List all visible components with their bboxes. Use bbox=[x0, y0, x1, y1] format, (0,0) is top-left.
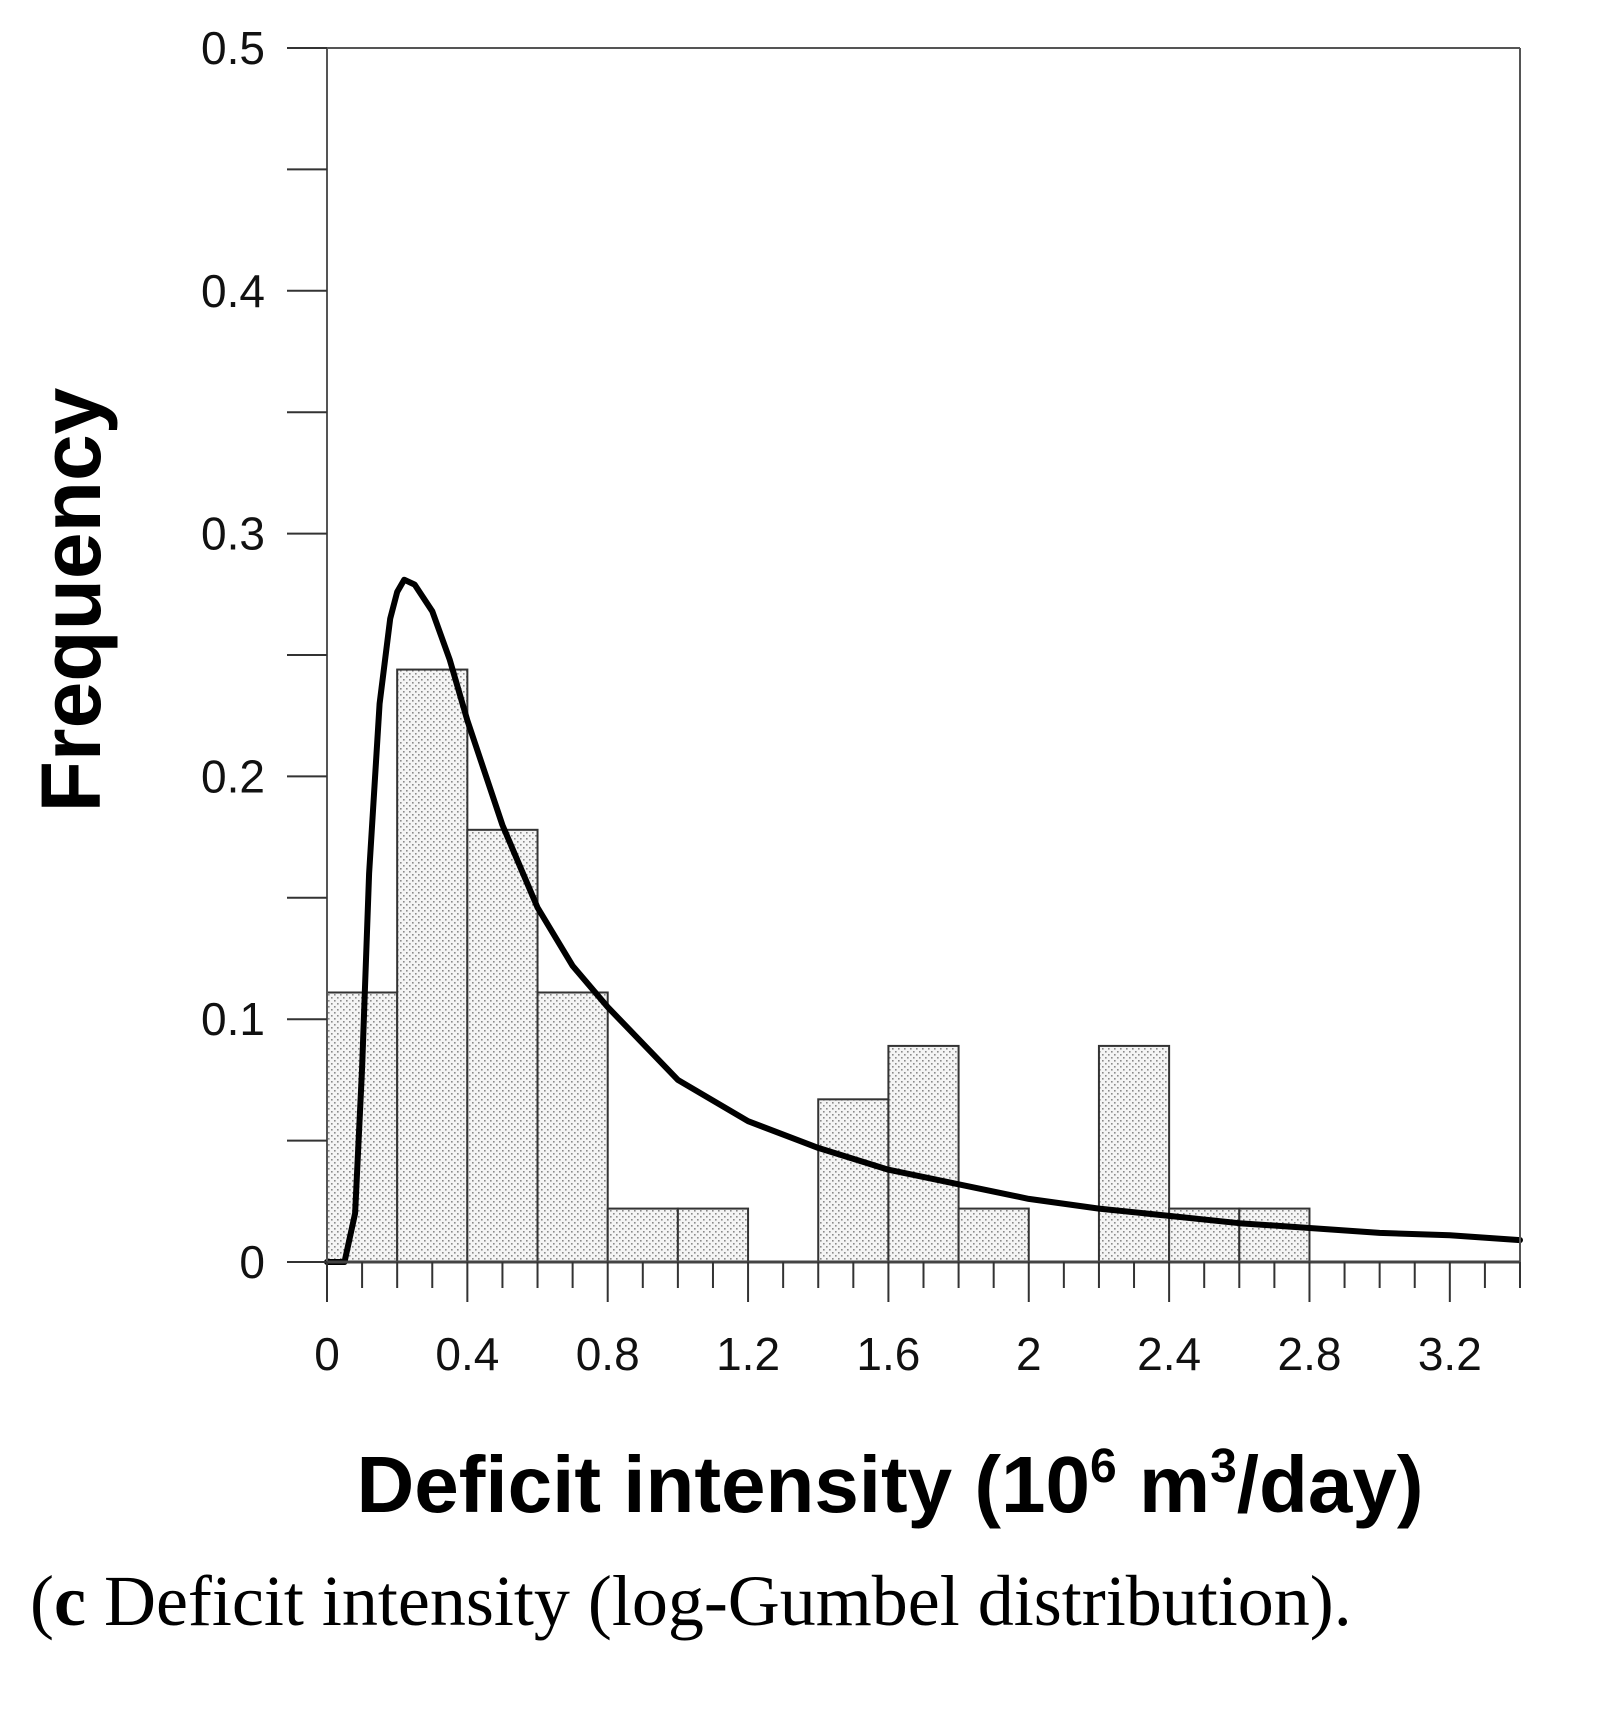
y-tick-label: 0.1 bbox=[201, 993, 265, 1045]
tick-labels: 0 0.1 0.2 0.3 0.4 0.5 0 0.4 0.8 1.2 1.6 2 2.4 2.8 3.2 bbox=[201, 22, 1482, 1380]
histogram-bar bbox=[606, 1207, 679, 1263]
x-tick-label: 1.6 bbox=[856, 1328, 920, 1380]
histogram-chart: 00.10.20.30.40.50 0.4 0.8 1.2 1.6 2 2.4 2.8 3.2 … bbox=[24, 22, 1523, 1529]
histogram-bar bbox=[396, 668, 469, 1263]
histogram-bar bbox=[1097, 1044, 1171, 1263]
x-tick-label: 1.2 bbox=[716, 1328, 780, 1380]
x-tick-label: 0.8 bbox=[576, 1328, 640, 1380]
x-tick-label: 0.4 bbox=[435, 1328, 499, 1380]
x-axis-title-part1: Deficit intensity (10 bbox=[357, 1440, 1091, 1529]
histogram-bar bbox=[676, 1207, 750, 1263]
histogram-bar bbox=[536, 991, 609, 1263]
figure-caption: (c Deficit intensity (log-Gumbel distrib… bbox=[30, 1561, 1352, 1641]
histogram-bars bbox=[326, 668, 1311, 1263]
x-tick-label: 3.2 bbox=[1418, 1328, 1482, 1380]
x-axis-title-exp2: 3 bbox=[1210, 1440, 1237, 1493]
caption-label: c bbox=[53, 1561, 86, 1641]
y-axis-title: Frequency bbox=[24, 387, 118, 812]
x-tick-label: 2.4 bbox=[1137, 1328, 1201, 1380]
histogram-bar bbox=[1238, 1207, 1311, 1263]
histogram-bar bbox=[887, 1044, 960, 1263]
x-axis-title-part3: /day) bbox=[1237, 1440, 1424, 1529]
histogram-bar bbox=[466, 828, 539, 1263]
tick-marks bbox=[287, 47, 1521, 1302]
y-tick-label: 0.5 bbox=[201, 22, 265, 74]
fitted-curve-layer bbox=[324, 576, 1523, 1265]
y-tick-label: 0.2 bbox=[201, 750, 265, 802]
x-tick-label: 2.8 bbox=[1277, 1328, 1341, 1380]
log-gumbel-curve bbox=[324, 576, 1523, 1265]
y-tick-label: 0.4 bbox=[201, 265, 265, 317]
x-axis-title-part2: m bbox=[1117, 1440, 1210, 1529]
histogram-bar bbox=[817, 1098, 890, 1263]
histogram-bar bbox=[957, 1207, 1030, 1263]
x-axis-title-exp1: 6 bbox=[1090, 1440, 1117, 1493]
x-tick-label: 2 bbox=[1016, 1328, 1042, 1380]
x-axis-title: Deficit intensity (106 m3/day) bbox=[357, 1440, 1424, 1529]
x-tick-label: 0 bbox=[314, 1328, 340, 1380]
caption-text: Deficit intensity (log-Gumbel distributi… bbox=[85, 1561, 1352, 1641]
y-tick-label: 0 bbox=[239, 1236, 265, 1288]
y-tick-label: 0.3 bbox=[201, 508, 265, 560]
